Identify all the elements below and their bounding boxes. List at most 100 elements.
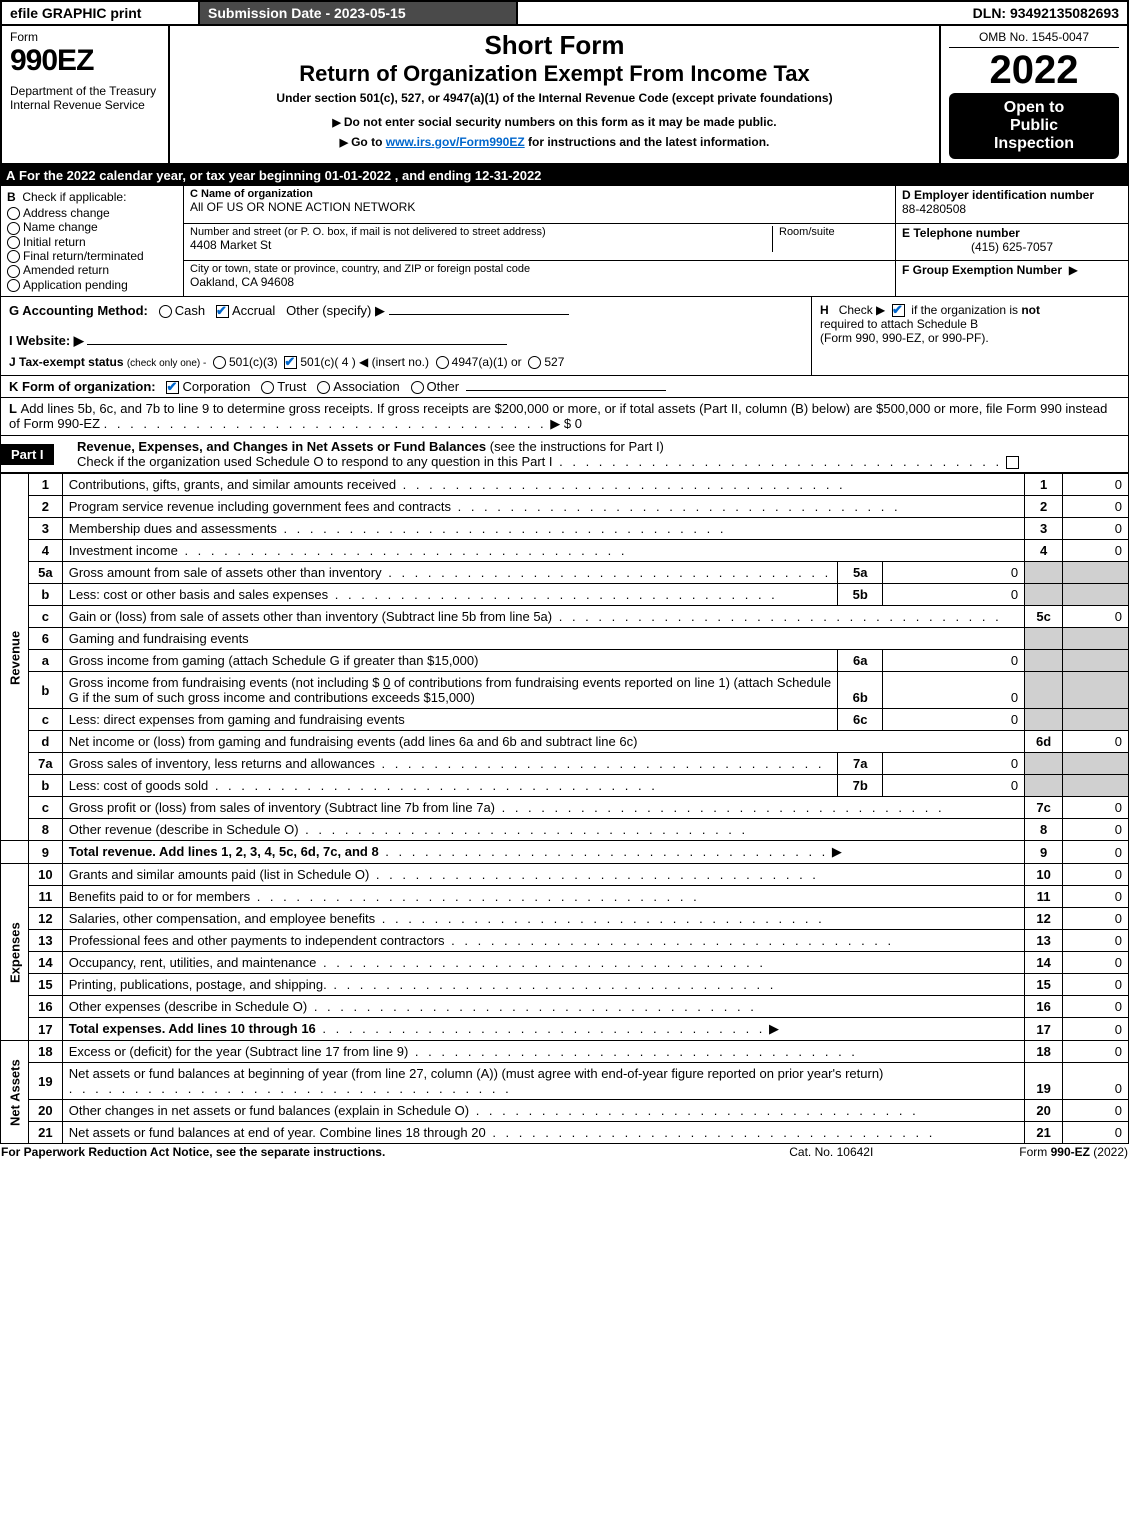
omb-number: OMB No. 1545-0047 [949,30,1119,48]
section-k: K Form of organization: Corporation Trus… [0,376,1129,398]
shaded-cell [1063,562,1129,584]
section-i: I Website: ▶ [9,333,803,349]
line-ref: 14 [1025,952,1063,974]
line-ref: 20 [1025,1100,1063,1122]
check-amended-return[interactable] [7,265,20,278]
part-i-heading: Part I Revenue, Expenses, and Changes in… [0,436,1129,473]
line-ref: 11 [1025,886,1063,908]
line-num: 16 [29,996,63,1018]
sub-value: 0 [883,775,1025,797]
section-a-row: A For the 2022 calendar year, or tax yea… [0,165,1129,186]
sub-label: 5b [838,584,883,606]
line-value: 0 [1063,474,1129,496]
section-g: G Accounting Method: Cash Accrual Other … [9,303,803,319]
status-501c3[interactable] [213,356,226,369]
check-initial-return[interactable] [7,236,20,249]
note-ssn: Do not enter social security numbers on … [178,115,931,129]
form-header: Form 990EZ Department of the Treasury In… [0,26,1129,165]
line-desc: Salaries, other compensation, and employ… [62,908,1024,930]
check-application-pending[interactable] [7,279,20,292]
org-other[interactable] [411,381,424,394]
dept-line2: Internal Revenue Service [10,98,160,112]
line-desc: Professional fees and other payments to … [62,930,1024,952]
line-value: 0 [1063,952,1129,974]
line-desc: Program service revenue including govern… [62,496,1024,518]
sub-label: 7a [838,753,883,775]
sub-label: 6c [838,709,883,731]
title-short-form: Short Form [178,30,931,61]
line-ref: 13 [1025,930,1063,952]
org-association[interactable] [317,381,330,394]
line-ref: 7c [1025,797,1063,819]
line-desc: Grants and similar amounts paid (list in… [62,864,1024,886]
section-c-name: C Name of organization All OF US OR NONE… [184,186,896,223]
line-num: 2 [29,496,63,518]
line-num: 6 [29,628,63,650]
efile-print[interactable]: efile GRAPHIC print [1,1,199,25]
org-trust[interactable] [261,381,274,394]
dept-line1: Department of the Treasury [10,84,160,98]
line-num: c [29,709,63,731]
accounting-accrual[interactable] [216,305,229,318]
check-address-change[interactable] [7,207,20,220]
check-name-change[interactable] [7,222,20,235]
shaded-cell [1025,775,1063,797]
note-goto: Go to www.irs.gov/Form990EZ for instruct… [178,135,931,149]
line-ref: 21 [1025,1122,1063,1144]
section-h: H Check ▶ if the organization is not req… [812,297,1129,376]
line-desc: Membership dues and assessments [62,518,1024,540]
line-num: 19 [29,1063,63,1100]
line-desc: Gross income from gaming (attach Schedul… [62,650,837,672]
line-num: 7a [29,753,63,775]
status-527[interactable] [528,356,541,369]
irs-link[interactable]: www.irs.gov/Form990EZ [386,135,525,149]
status-501c[interactable] [284,356,297,369]
line-num: c [29,606,63,628]
sub-label: 6a [838,650,883,672]
line-desc: Less: cost of goods sold [62,775,837,797]
shaded-cell [1063,628,1129,650]
schedule-b-not-required[interactable] [892,304,905,317]
line-value: 0 [1063,908,1129,930]
room-suite: Room/suite [773,226,890,252]
g-h-block: G Accounting Method: Cash Accrual Other … [0,297,1129,376]
section-l: L Add lines 5b, 6c, and 7b to line 9 to … [0,398,1129,436]
line-num: 20 [29,1100,63,1122]
line-value: 0 [1063,797,1129,819]
line-desc: Other expenses (describe in Schedule O) [62,996,1024,1018]
shaded-cell [1025,584,1063,606]
line-value: 0 [1063,974,1129,996]
status-4947[interactable] [436,356,449,369]
shaded-cell [1063,584,1129,606]
shaded-cell [1063,775,1129,797]
org-corporation[interactable] [166,381,179,394]
sub-value: 0 [883,562,1025,584]
line-num: 3 [29,518,63,540]
shaded-cell [1025,753,1063,775]
accounting-cash[interactable] [159,305,172,318]
line-value: 0 [1063,1018,1129,1041]
line-num: 4 [29,540,63,562]
line-ref: 10 [1025,864,1063,886]
line-ref: 8 [1025,819,1063,841]
check-final-return[interactable] [7,250,20,263]
line-desc: Net assets or fund balances at end of ye… [62,1122,1024,1144]
line-value: 0 [1063,841,1129,864]
line-desc: Less: direct expenses from gaming and fu… [62,709,837,731]
line-value: 0 [1063,731,1129,753]
section-e: E Telephone number (415) 625-7057 [896,223,1129,261]
line-num: 8 [29,819,63,841]
line-desc: Net income or (loss) from gaming and fun… [62,731,1024,753]
line-value: 0 [1063,886,1129,908]
line-desc: Net assets or fund balances at beginning… [62,1063,1024,1100]
line-num: 1 [29,474,63,496]
sub-label: 6b [838,672,883,709]
line-num: 5a [29,562,63,584]
netassets-sidebar: Net Assets [1,1041,29,1144]
line-ref: 12 [1025,908,1063,930]
part1-schedule-o-check[interactable] [1006,456,1019,469]
form-word: Form [10,30,160,44]
line-value: 0 [1063,819,1129,841]
line-ref: 19 [1025,1063,1063,1100]
shaded-cell [1025,672,1063,709]
